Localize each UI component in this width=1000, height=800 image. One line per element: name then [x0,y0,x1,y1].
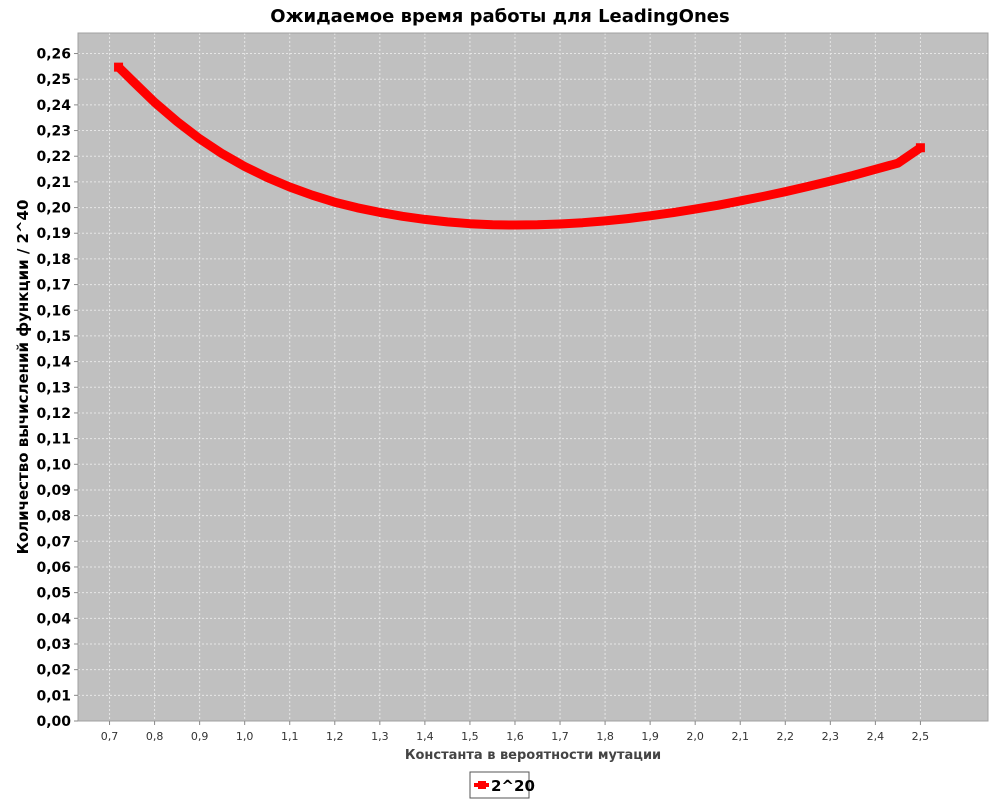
series-group [114,62,925,230]
legend: 2^20 [469,771,535,799]
x-tick-label: 2,0 [686,730,704,743]
y-tick-label: 0,01 [36,688,71,704]
y-tick-label: 0,08 [36,509,71,525]
y-tick-label: 0,07 [36,534,71,550]
x-tick-label: 1,5 [461,730,479,743]
x-tick-label: 1,0 [236,730,254,743]
x-tick-label: 2,5 [912,730,930,743]
x-tick-label: 1,4 [416,730,434,743]
y-tick-label: 0,11 [36,432,71,448]
y-tick-label: 0,03 [36,637,71,653]
y-tick-label: 0,13 [36,380,71,396]
x-axis-ticks: 0,7 0,8 0,9 1,0 1,1 1,2 1,3 1,4 1,5 1,6 1,7 1,8 1,9 2… [101,721,929,743]
grid-lines [77,32,989,722]
y-tick-label: 0,22 [36,149,71,165]
y-axis-label: Количество вычислений функции / 2^40 [14,200,32,555]
x-axis-label: Константа в вероятности мутации [405,748,661,763]
x-tick-label: 1,2 [326,730,344,743]
y-tick-label: 0,19 [36,226,71,242]
y-tick-label: 0,15 [36,329,71,345]
x-tick-label: 0,8 [146,730,164,743]
legend-box [469,771,530,799]
plot-area [78,33,988,721]
y-tick-label: 0,18 [36,252,71,268]
legend-label: 2^20 [491,777,535,795]
y-tick-label: 0,05 [36,586,71,602]
legend-square-marker [478,781,486,789]
y-tick-label: 0,24 [36,98,71,114]
y-tick-label: 0,21 [36,175,71,191]
y-tick-label: 0,26 [36,47,71,63]
x-tick-label: 1,3 [371,730,389,743]
x-tick-label: 1,1 [281,730,299,743]
series-line-0 [115,63,923,230]
y-tick-label: 0,14 [36,355,71,371]
y-tick-label: 0,10 [36,457,71,473]
x-tick-label: 1,7 [551,730,569,743]
x-tick-label: 1,9 [641,730,659,743]
x-tick-label: 2,4 [867,730,885,743]
x-tick-label: 2,3 [822,730,840,743]
x-tick-label: 0,7 [101,730,119,743]
y-tick-label: 0,12 [36,406,71,422]
y-tick-label: 0,17 [36,278,71,294]
y-tick-label: 0,00 [36,714,71,730]
x-tick-label: 1,6 [506,730,524,743]
x-tick-label: 2,2 [777,730,795,743]
y-tick-label: 0,20 [36,201,71,217]
chart-title: Ожидаемое время работы для LeadingOnes [270,6,729,27]
y-tick-label: 0,04 [36,611,71,627]
y-tick-label: 0,23 [36,124,71,140]
series-endpoint-marker [114,62,124,72]
series-endpoint-marker [915,143,925,153]
y-tick-label: 0,06 [36,560,71,576]
plot-border [77,32,989,722]
x-tick-label: 1,8 [596,730,614,743]
y-axis-ticks: 0,00 0,01 0,02 0,03 0,04 0,05 0,06 0,07 0,08 0,09… [36,47,78,730]
y-tick-label: 0,09 [36,483,71,499]
y-tick-label: 0,02 [36,663,71,679]
x-tick-label: 2,1 [731,730,749,743]
y-tick-label: 0,16 [36,303,71,319]
x-tick-label: 0,9 [191,730,209,743]
y-tick-label: 0,25 [36,72,71,88]
